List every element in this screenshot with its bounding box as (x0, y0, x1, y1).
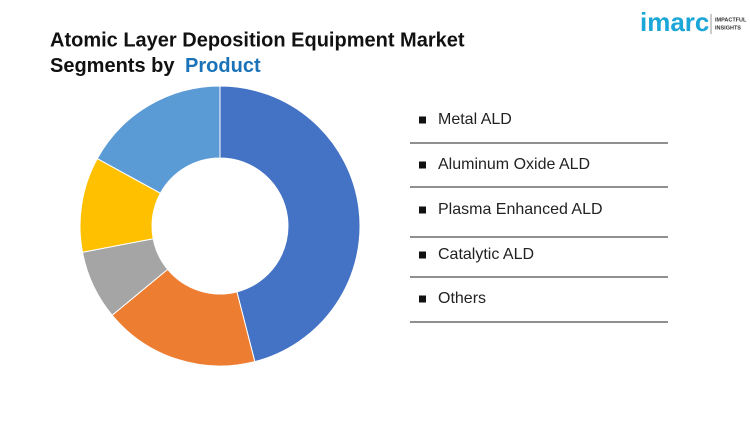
legend-label: Metal ALD (438, 111, 512, 128)
legend-bullet (419, 251, 426, 259)
brand-logo: imarc (640, 7, 709, 37)
chart-title: Atomic Layer Deposition Equipment Market (50, 29, 465, 51)
subtitle-highlight: Product (185, 55, 261, 77)
legend-bullet (419, 116, 426, 124)
subtitle-prefix: Segments by (50, 55, 175, 77)
brand-tagline: INSIGHTS (715, 25, 741, 31)
donut-segment (96, 85, 221, 194)
donut-segment (111, 268, 256, 367)
legend-bullet (419, 206, 426, 214)
legend-label: Others (438, 290, 486, 307)
legend-label: Catalytic ALD (438, 246, 534, 263)
legend-label: Aluminum Oxide ALD (438, 156, 590, 173)
legend-bullet (419, 295, 426, 303)
legend-label: Plasma Enhanced ALD (438, 201, 603, 218)
legend-bullet (419, 161, 426, 169)
brand-tagline: IMPACTFUL (715, 17, 747, 23)
chart-subtitle: Segments by Product (50, 55, 261, 77)
donut-segment (219, 85, 361, 363)
